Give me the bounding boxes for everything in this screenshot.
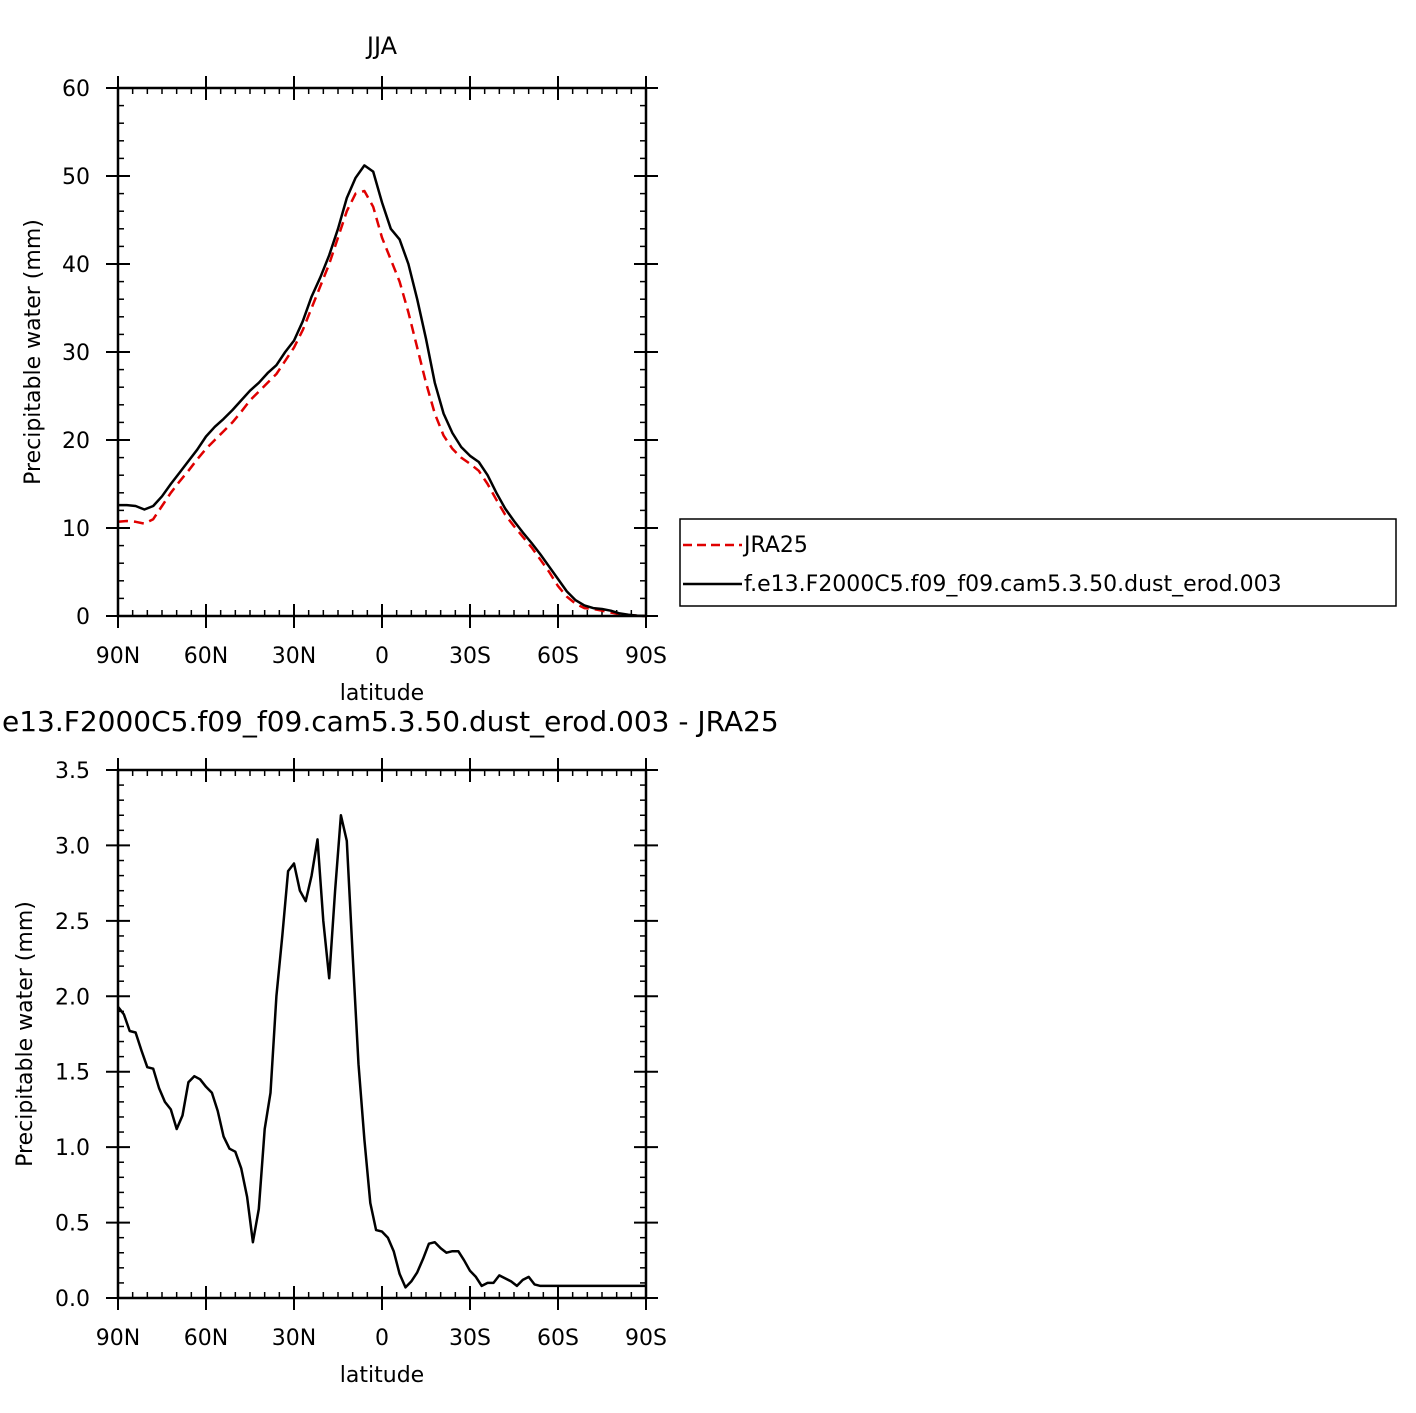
legend-label-jra25: JRA25 [742, 533, 808, 558]
lower-marks: 90N 60N 30N 0 30S 60S 90S 0.0 0.5 1.0 1.5 2.0 2.5 3.0… [55, 758, 667, 1351]
lower-y-tick-label: 0.0 [55, 1287, 90, 1312]
legend-label-model: f.e13.F2000C5.f09_f09.cam5.3.50.dust_ero… [744, 572, 1282, 597]
legend-box [679, 518, 1397, 607]
upper-y-tick-label: 30 [62, 341, 90, 366]
lower-plot-frame [116, 768, 648, 1300]
lower-x-tick-label: 90S [625, 1326, 667, 1351]
upper-x-tick-label: 0 [375, 644, 389, 669]
lower-x-tick-label: 30N [272, 1326, 316, 1351]
lower-y-tick-label: 3.5 [55, 759, 90, 784]
lower-x-tick-label: 30S [449, 1326, 491, 1351]
lower-y-tick-label: 2.0 [55, 985, 90, 1010]
upper-plot-frame [116, 86, 648, 618]
upper-x-tick-label: 30S [449, 644, 491, 669]
lower-x-tick-label: 90N [96, 1326, 140, 1351]
lower-y-tick-label: 0.5 [55, 1212, 90, 1237]
lower-x-tick-label: 60S [537, 1326, 579, 1351]
lower-y-tick-label: 1.0 [55, 1136, 90, 1161]
legend: JRA25 f.e13.F2000C5.f09_f09.cam5.3.50.du… [679, 518, 1397, 607]
upper-y-tick-label: 10 [62, 517, 90, 542]
lower-y-tick-label: 3.0 [55, 834, 90, 859]
upper-chart-title: JJA [365, 32, 398, 60]
upper-x-tick-label: 60S [537, 644, 579, 669]
upper-series-line-1 [118, 164, 647, 618]
upper-y-tick-label: 40 [62, 253, 90, 278]
upper-x-tick-label: 60N [184, 644, 228, 669]
upper-x-tick-label: 90S [625, 644, 667, 669]
upper-x-axis-label: latitude [340, 681, 424, 706]
upper-panel: JJA 90N 60N 30N 0 30S 60S 90S 0 10 20 30 40 50 60 lat… [21, 32, 667, 706]
lower-series-line-0 [117, 814, 646, 1289]
lower-x-tick-label: 60N [184, 1326, 228, 1351]
upper-y-tick-label: 0 [76, 605, 90, 630]
upper-y-tick-label: 60 [62, 77, 90, 102]
lower-y-axis-label: Precipitable water (mm) [13, 901, 38, 1167]
lower-chart-title: f.e13.F2000C5.f09_f09.cam5.3.50.dust_ero… [0, 705, 779, 738]
lower-panel: f.e13.F2000C5.f09_f09.cam5.3.50.dust_ero… [0, 705, 779, 1388]
lower-x-tick-label: 0 [375, 1326, 389, 1351]
upper-x-tick-label: 90N [96, 644, 140, 669]
upper-series-line-0 [117, 189, 647, 618]
upper-y-tick-label: 20 [62, 429, 90, 454]
lower-y-tick-label: 1.5 [55, 1061, 90, 1086]
lower-x-axis-label: latitude [340, 1363, 424, 1388]
upper-x-tick-label: 30N [272, 644, 316, 669]
upper-marks: 90N 60N 30N 0 30S 60S 90S 0 10 20 30 40 50 60 [62, 76, 667, 669]
lower-y-tick-label: 2.5 [55, 910, 90, 935]
upper-y-tick-label: 50 [62, 165, 90, 190]
upper-y-axis-label: Precipitable water (mm) [21, 219, 46, 485]
